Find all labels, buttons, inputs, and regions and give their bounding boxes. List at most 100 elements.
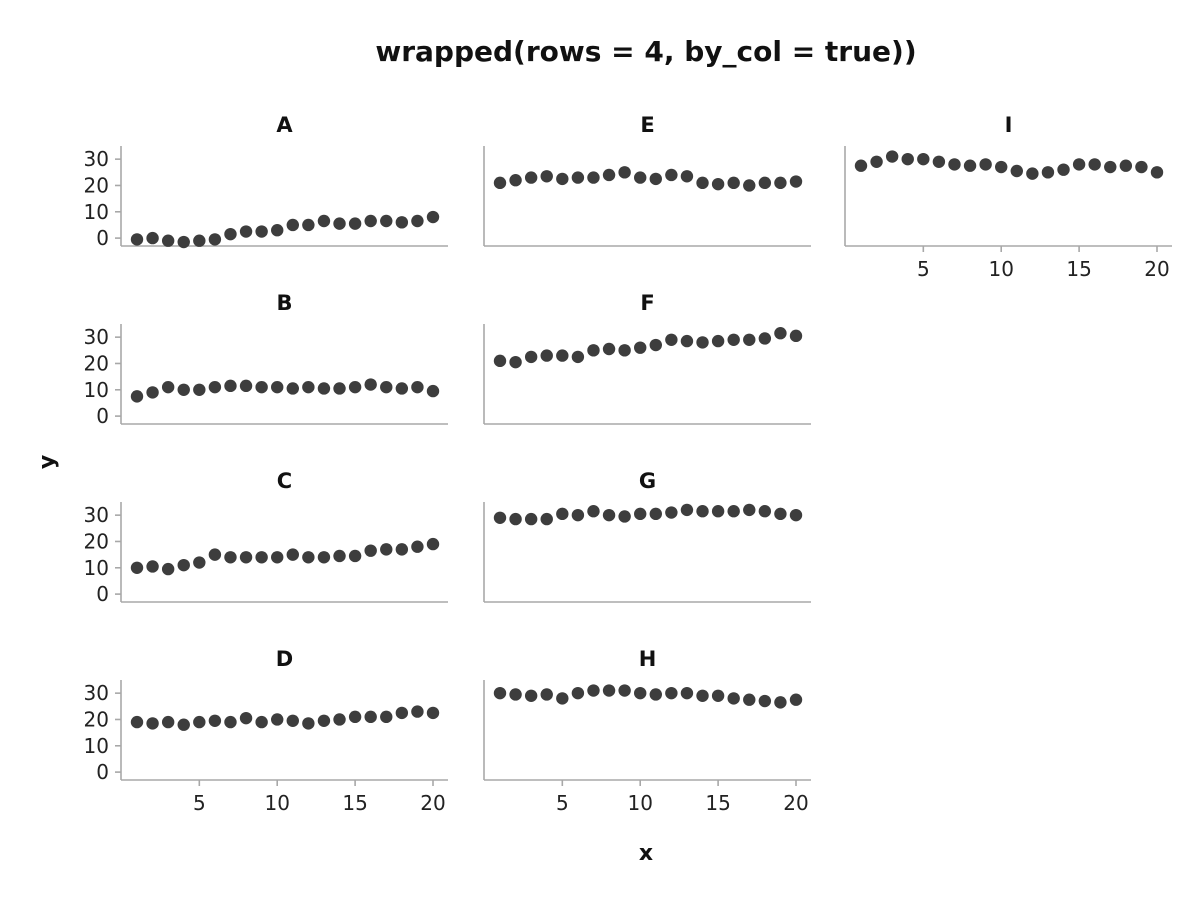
panel-b-point-15 [348,380,362,394]
panel-g-point-14 [696,505,709,518]
panel-c-point-15 [348,549,362,563]
panel-e-point-14 [696,176,709,190]
panel-b-point-6 [208,380,222,394]
chart-title: wrapped(rows = 4, by_col = true)) [375,35,916,68]
panel-title-c: C [277,469,292,493]
panel-title-d: D [276,647,293,671]
panel-b-point-12 [302,380,315,394]
panel-g-point-12 [665,506,678,519]
panel-h-point-7 [587,684,600,697]
panel-d-point-20 [426,706,440,720]
panel-a-point-3 [161,234,175,247]
panel-d-point-18 [395,706,409,720]
panel-f-point-11 [649,338,662,352]
panel-i-point-12 [1026,167,1039,180]
panel-g-point-11 [649,507,662,521]
panel-e-point-2 [509,174,522,187]
panel-f-point-10 [634,341,647,354]
panel-d-point-13 [317,714,331,727]
panel-e-point-17 [743,179,756,192]
panel-c-point-1 [130,561,144,574]
panel-e-point-12 [665,168,678,182]
panel-a-y-tick-label-20: 20 [84,173,109,197]
panel-i-point-9 [979,158,992,171]
panel-h-point-9 [618,684,631,697]
panel-h-x-tick-label-20: 20 [783,791,808,815]
panel-f-point-19 [774,327,787,340]
panel-i-point-2 [870,155,883,168]
panel-d-x-tick-label-15: 15 [342,791,367,815]
panel-e-point-9 [618,166,631,179]
panel-f-point-13 [680,334,694,348]
panel-i-point-17 [1104,160,1117,174]
panel-g-point-18 [758,505,772,518]
panel-h-point-19 [774,696,787,709]
panel-g-point-7 [587,505,600,518]
panel-f-point-7 [587,344,600,357]
panel-i-point-14 [1057,163,1070,176]
panel-c-point-4 [177,558,190,572]
panel-c-point-3 [161,562,175,576]
panel-b-point-13 [317,382,331,395]
panel-d-point-8 [239,711,253,725]
panel-e-point-3 [524,171,538,184]
panel-d-point-17 [380,710,393,724]
panel-a-y-tick-label-30: 30 [84,147,109,171]
panel-b-y-tick-label-20: 20 [84,351,109,375]
panel-h-x-tick-label-5: 5 [556,791,569,815]
panel-a-point-9 [255,225,268,238]
panel-a-y-tick-label-0: 0 [96,226,109,250]
panel-g-point-16 [727,505,740,518]
panel-a-point-4 [177,235,190,249]
panel-i-point-4 [901,152,914,166]
panel-f-point-9 [618,344,631,357]
panel-d-point-1 [130,715,144,729]
panel-e-point-6 [571,171,585,184]
panel-c-point-11 [286,548,299,561]
panel-i-x-tick-label-5: 5 [917,257,930,281]
panel-h-point-2 [509,688,522,701]
panel-c-y-tick-label-20: 20 [84,529,109,553]
panel-e-point-18 [758,176,772,190]
panel-d-point-14 [333,713,346,726]
panel-g-point-1 [493,511,507,524]
panel-d-point-9 [255,715,268,729]
panel-b-y-tick-label-0: 0 [96,404,109,428]
panel-h-point-6 [571,686,585,700]
panel-i-point-3 [885,150,899,163]
panel-b-point-1 [130,390,144,403]
panel-e-point-16 [727,176,740,190]
panel-f-point-20 [789,329,803,343]
panel-h-point-10 [634,686,647,700]
panel-d-point-6 [208,714,222,727]
panel-d-point-3 [161,715,175,729]
panel-d-point-10 [271,713,284,726]
panel-c-point-5 [193,556,206,569]
panel-e-point-7 [587,171,600,184]
panel-f-point-1 [493,354,507,368]
panel-g-point-9 [618,510,631,523]
panel-g-point-3 [524,512,538,526]
panel-i-point-6 [932,155,946,168]
panel-c-point-20 [426,537,440,551]
panel-g-point-10 [634,507,647,521]
x-axis-label: x [639,841,653,866]
panel-title-e: E [640,113,654,137]
panel-d-point-19 [411,705,424,718]
panel-e-point-4 [540,170,553,183]
panel-h-point-14 [696,689,709,702]
panel-title-b: B [276,291,292,315]
panel-a-point-11 [286,218,299,232]
panel-i-point-15 [1072,158,1086,171]
panel-a-point-17 [380,214,393,228]
panel-h-point-11 [649,688,662,701]
panel-h-point-4 [540,688,553,701]
panel-title-g: G [639,469,656,493]
panel-g-point-17 [743,503,756,517]
panel-f-point-8 [602,342,616,356]
panel-h-point-17 [743,693,756,706]
panel-b-point-19 [411,380,424,394]
panel-b-y-tick-label-30: 30 [84,325,109,349]
panel-d-y-tick-label-0: 0 [96,760,109,784]
